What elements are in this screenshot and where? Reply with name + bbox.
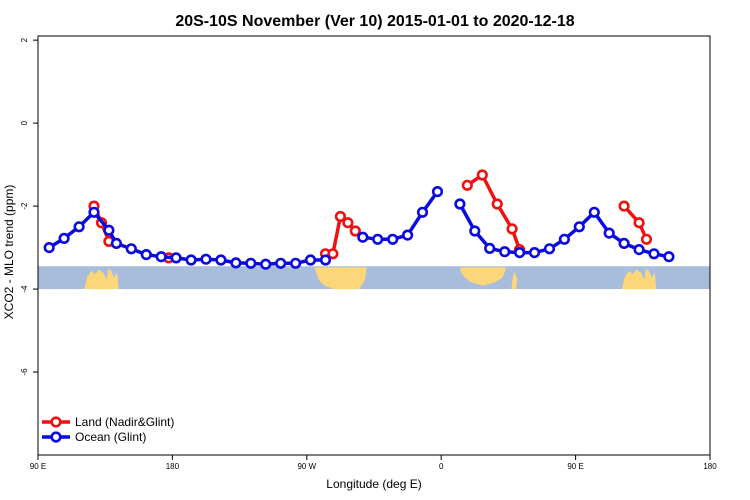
chart-title: 20S-10S November (Ver 10) 2015-01-01 to …	[175, 13, 574, 30]
data-point	[506, 223, 518, 235]
data-point	[260, 258, 272, 270]
data-point	[357, 231, 369, 243]
data-point	[618, 237, 630, 249]
data-point	[334, 210, 347, 223]
land-madagascar	[511, 271, 518, 290]
data-point	[372, 233, 384, 245]
x-axis: 90 E 180 90 W 0 90 E 180	[30, 455, 717, 471]
data-point	[185, 254, 197, 266]
data-point	[342, 217, 354, 229]
land-australia-repeat	[621, 268, 657, 290]
y-tick-label: -6	[20, 368, 29, 376]
y-axis: 2 0 -2 -4 -6	[20, 37, 38, 376]
x-tick-label: 0	[439, 462, 444, 471]
x-axis-label: Longitude (deg E)	[326, 477, 421, 491]
data-point	[543, 243, 556, 255]
ocean-band	[38, 266, 710, 290]
land-south-america	[314, 267, 367, 290]
data-point	[573, 221, 585, 233]
data-point	[304, 254, 317, 266]
data-point	[125, 243, 137, 255]
x-tick-label: 180	[703, 462, 717, 471]
data-point	[416, 206, 429, 218]
y-axis-label: XCO2 - MLO trend (ppm)	[2, 185, 16, 320]
data-point	[431, 186, 444, 198]
data-point	[230, 257, 242, 269]
y-tick-label: 2	[20, 37, 29, 42]
series-ocean	[43, 186, 675, 270]
data-point	[110, 237, 122, 249]
data-point	[528, 247, 541, 259]
data-point	[155, 251, 167, 263]
data-point	[275, 257, 287, 269]
data-point	[327, 248, 339, 260]
data-point	[73, 221, 85, 233]
data-point	[513, 247, 526, 259]
data-point	[476, 169, 488, 181]
series-layer	[43, 169, 675, 270]
data-point	[215, 254, 227, 266]
data-point	[349, 225, 361, 237]
data-point	[140, 249, 152, 261]
data-point	[103, 224, 115, 236]
data-point	[648, 248, 660, 260]
data-point	[491, 198, 503, 210]
data-point	[43, 242, 55, 254]
y-tick-label: -2	[20, 202, 29, 210]
land-australia	[84, 268, 119, 290]
legend-label-land: Land (Nadir&Glint)	[75, 415, 174, 429]
x-tick-label: 180	[166, 462, 180, 471]
data-point	[633, 217, 645, 229]
legend-label-ocean: Ocean (Glint)	[75, 430, 146, 444]
data-point	[319, 254, 332, 266]
data-point	[200, 253, 212, 265]
data-point	[499, 246, 511, 258]
data-point	[484, 242, 496, 254]
y-tick-label: 0	[20, 120, 29, 125]
legend: Land (Nadir&Glint) Ocean (Glint)	[42, 415, 174, 444]
data-point	[245, 257, 257, 269]
data-point	[618, 200, 630, 212]
series-line	[466, 173, 522, 251]
data-point	[88, 206, 100, 218]
x-tick-label: 90 W	[297, 462, 316, 471]
data-point	[663, 251, 675, 263]
world-map-strip	[38, 266, 710, 290]
legend-marker-land	[50, 416, 62, 428]
data-point	[558, 233, 571, 245]
data-point	[469, 225, 481, 237]
data-point	[290, 257, 302, 269]
data-point	[633, 244, 645, 256]
land-africa	[460, 267, 506, 286]
legend-marker-ocean	[50, 431, 62, 443]
series-land	[88, 169, 653, 264]
data-point	[170, 252, 182, 264]
data-point	[387, 233, 399, 245]
data-point	[454, 198, 466, 210]
y-tick-label: -4	[20, 285, 29, 293]
data-point	[402, 229, 414, 241]
x-tick-label: 90 E	[30, 462, 46, 471]
data-point	[588, 206, 600, 218]
plot-frame	[37, 35, 711, 456]
data-point	[461, 179, 473, 191]
x-tick-label: 90 E	[567, 462, 583, 471]
data-point	[58, 232, 70, 244]
data-point	[640, 233, 653, 245]
data-point	[603, 227, 615, 239]
